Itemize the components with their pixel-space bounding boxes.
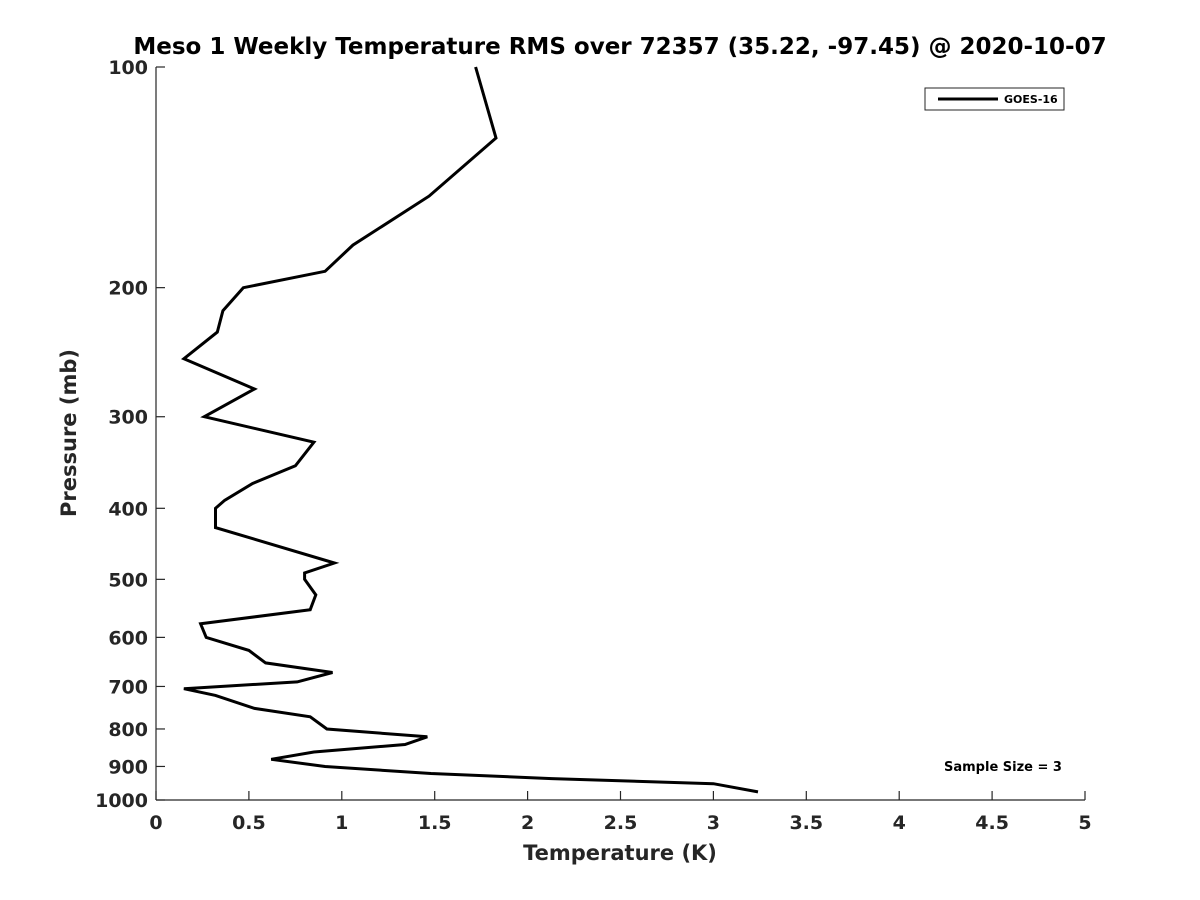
x-tick-label: 5 xyxy=(1078,812,1091,834)
y-axis-label: Pressure (mb) xyxy=(57,349,81,517)
y-tick-label: 500 xyxy=(108,569,148,591)
plot-area xyxy=(155,66,1086,801)
series-line-goes-16 xyxy=(181,66,759,794)
chart-title: Meso 1 Weekly Temperature RMS over 72357… xyxy=(133,34,1106,60)
x-tick-label: 2 xyxy=(521,812,534,834)
x-tick-label: 0 xyxy=(149,812,162,834)
x-tick-label: 1 xyxy=(335,812,348,834)
sample-size-annotation: Sample Size = 3 xyxy=(944,760,1062,775)
x-tick-label: 3 xyxy=(707,812,720,834)
y-tick-label: 200 xyxy=(108,278,148,300)
y-tick-label: 100 xyxy=(108,57,148,79)
legend-entry-goes-16: GOES-16 xyxy=(1004,93,1058,106)
y-tick-label: 1000 xyxy=(95,790,148,812)
y-tick-label: 300 xyxy=(108,407,148,429)
y-axis-ticks: 100 200 300 400 500 600 700 800 900 1000 xyxy=(95,57,165,812)
x-tick-label: 3.5 xyxy=(789,812,823,834)
x-tick-label: 4.5 xyxy=(975,812,1009,834)
y-tick-label: 900 xyxy=(108,756,148,778)
x-tick-label: 0.5 xyxy=(232,812,266,834)
x-axis-label: Temperature (K) xyxy=(523,841,717,865)
x-tick-label: 4 xyxy=(893,812,906,834)
series-layer xyxy=(181,66,759,794)
x-tick-label: 2.5 xyxy=(604,812,638,834)
y-tick-label: 800 xyxy=(108,719,148,741)
x-axis-ticks: 0 0.5 1 1.5 2 2.5 3 3.5 4 4.5 5 xyxy=(149,791,1092,834)
x-tick-label: 1.5 xyxy=(418,812,452,834)
y-tick-label: 400 xyxy=(108,498,148,520)
y-tick-label: 700 xyxy=(108,676,148,698)
y-tick-label: 600 xyxy=(108,627,148,649)
legend: GOES-16 xyxy=(924,87,1065,111)
